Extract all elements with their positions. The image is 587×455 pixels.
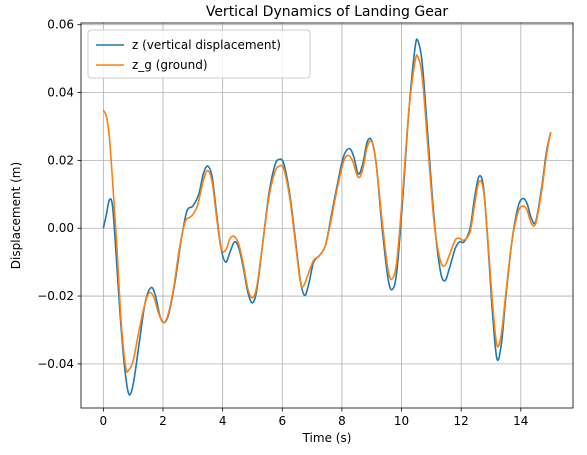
plot-area: [102, 38, 552, 396]
series-line-z-g: [102, 54, 552, 373]
x-tick-label: 10: [394, 414, 409, 428]
chart-title: Vertical Dynamics of Landing Gear: [206, 4, 449, 20]
x-tick-label: 8: [338, 414, 346, 428]
x-tick-label: 14: [513, 414, 528, 428]
x-tick-label: 0: [100, 414, 108, 428]
series-layer: [102, 38, 552, 396]
y-tick-label: 0.00: [47, 221, 74, 235]
y-axis: −0.04 −0.02 0.00 0.02 0.04 0.06: [37, 18, 81, 371]
legend: z (vertical displacement) z_g (ground): [87, 29, 311, 79]
x-axis: 0 2 4 6 8 10 12 14: [100, 408, 528, 428]
legend-label-z-g: z_g (ground): [132, 58, 208, 72]
x-tick-label: 2: [159, 414, 167, 428]
x-axis-label: Time (s): [302, 431, 352, 445]
y-axis-label: Displacement (m): [9, 162, 23, 269]
legend-box: [87, 29, 311, 79]
x-tick-label: 12: [454, 414, 469, 428]
axes-frame: [80, 22, 574, 409]
x-tick-label: 6: [278, 414, 286, 428]
legend-label-z: z (vertical displacement): [132, 38, 281, 52]
x-tick-label: 4: [219, 414, 227, 428]
y-tick-label: −0.04: [37, 357, 74, 371]
y-tick-label: 0.06: [47, 18, 74, 32]
y-tick-label: 0.04: [47, 86, 74, 100]
y-tick-label: 0.02: [47, 153, 74, 167]
y-tick-label: −0.02: [37, 289, 74, 303]
